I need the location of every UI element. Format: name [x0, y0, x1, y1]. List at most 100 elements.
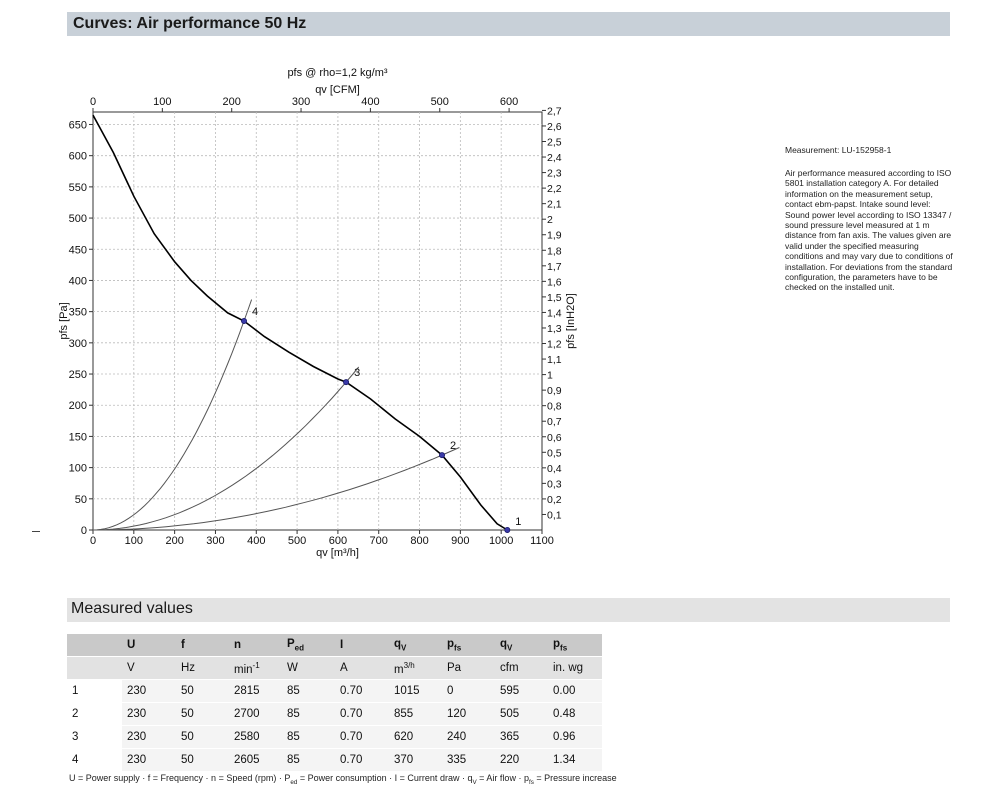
table-cell: 370	[389, 748, 442, 772]
measurement-note: Air performance measured according to IS…	[785, 168, 953, 293]
measurement-id: Measurement: LU-152958-1	[785, 145, 892, 155]
x-tick-label: 800	[410, 535, 428, 547]
table-cell: 335	[442, 748, 495, 772]
measured-values-banner: Measured values	[67, 598, 950, 622]
table-cell: 50	[176, 702, 229, 726]
y-tick-label: 250	[69, 369, 87, 381]
table-cell: 230	[122, 725, 176, 749]
table-cell: 505	[495, 702, 548, 726]
y-axis-label-right: pfs [InH2O]	[565, 293, 577, 349]
right-tick-label: 2,7	[547, 105, 562, 117]
right-tick-label: 0,4	[547, 463, 562, 475]
right-tick-label: 2,6	[547, 121, 562, 133]
table-cell: pfs	[442, 634, 495, 657]
table-cell: 240	[442, 725, 495, 749]
right-tick-label: 0,1	[547, 509, 562, 521]
abbreviation-legend: U = Power supply · f = Frequency · n = S…	[69, 773, 617, 786]
x-axis-label-bottom: qv [m³/h]	[316, 547, 359, 559]
table-cell: Pa	[442, 656, 495, 680]
table-cell: 50	[176, 725, 229, 749]
table-cell: 855	[389, 702, 442, 726]
table-cell: 50	[176, 748, 229, 772]
y-tick-label: 100	[69, 463, 87, 475]
y-tick-label: 50	[75, 494, 87, 506]
operating-point-3	[343, 379, 350, 386]
right-tick-label: 0,8	[547, 401, 562, 413]
right-tick-label: 1,3	[547, 323, 562, 335]
y-axis-label-left: pfs [Pa]	[58, 302, 70, 339]
table-cell: qV	[495, 634, 548, 657]
table-cell: in. wg	[548, 656, 602, 680]
x-tick-label: 500	[288, 535, 306, 547]
operating-point-2	[438, 452, 445, 459]
right-tick-label: 0,7	[547, 416, 562, 428]
table-cell: 85	[282, 725, 335, 749]
y-tick-label: 600	[69, 151, 87, 163]
table-cell: 0.70	[335, 702, 389, 726]
right-tick-label: 2	[547, 214, 553, 226]
performance-chart: 0 100 200 300 400 500 600 700 800 900 1000 11000501…	[58, 67, 577, 559]
table-cell: m3/h	[389, 656, 442, 680]
right-tick-label: 1,2	[547, 339, 562, 351]
right-tick-label: 2,2	[547, 183, 562, 195]
table-cell: 2580	[229, 725, 282, 749]
top-tick-label: 500	[431, 96, 449, 108]
system-curve-2	[92, 447, 460, 531]
x-tick-label: 600	[329, 535, 347, 547]
y-tick-label: 650	[69, 119, 87, 131]
right-tick-label: 2,5	[547, 136, 562, 148]
table-cell: 0	[442, 679, 495, 703]
system-curve-3	[92, 366, 360, 531]
table-cell: pfs	[548, 634, 602, 657]
table-cell: cfm	[495, 656, 548, 680]
table-cell: V	[122, 656, 176, 680]
right-tick-label: 1,9	[547, 230, 562, 242]
top-tick-label: 300	[292, 96, 310, 108]
top-tick-label: 400	[361, 96, 379, 108]
chart-title: pfs @ rho=1,2 kg/m³	[287, 67, 387, 79]
table-cell: 2815	[229, 679, 282, 703]
y-tick-label: 350	[69, 307, 87, 319]
table-cell: 1015	[389, 679, 442, 703]
table-cell: qV	[389, 634, 442, 657]
table-row: 3 230 50 2580 85 0.70 620 240 365 0.96	[67, 725, 602, 749]
right-tick-label: 0,2	[547, 494, 562, 506]
table-cell: W	[282, 656, 335, 680]
table-cell: 230	[122, 702, 176, 726]
table-cell: f	[176, 634, 229, 657]
x-tick-label: 1000	[489, 535, 513, 547]
table-cell: U	[122, 634, 176, 657]
top-tick-label: 200	[223, 96, 241, 108]
table-cell: 85	[282, 679, 335, 703]
table-cell: 0.70	[335, 725, 389, 749]
top-tick-label: 100	[153, 96, 171, 108]
operating-point-label-1: 1	[515, 516, 521, 528]
right-tick-label: 0,3	[547, 478, 562, 490]
table-row: 1 230 50 2815 85 0.70 1015 0 595 0.00	[67, 679, 602, 703]
right-tick-label: 0,5	[547, 447, 562, 459]
table-cell: 0.00	[548, 679, 602, 703]
table-cell	[67, 634, 122, 657]
table-cell: 0.48	[548, 702, 602, 726]
table-cell: 1.34	[548, 748, 602, 772]
table-cell: 120	[442, 702, 495, 726]
right-tick-label: 1,5	[547, 292, 562, 304]
right-tick-label: 0,6	[547, 432, 562, 444]
table-row: 4 230 50 2605 85 0.70 370 335 220 1.34	[67, 748, 602, 772]
top-tick-label: 0	[90, 96, 96, 108]
table-cell: Ped	[282, 634, 335, 657]
table-cell: I	[335, 634, 389, 657]
x-tick-label: 100	[125, 535, 143, 547]
table-cell: 0.70	[335, 679, 389, 703]
table-cell: Hz	[176, 656, 229, 680]
right-tick-label: 2,4	[547, 152, 562, 164]
table-cell: 2700	[229, 702, 282, 726]
operating-point-label-2: 2	[450, 440, 456, 452]
table-cell: 1	[67, 679, 122, 703]
right-tick-label: 1	[547, 370, 553, 382]
table-cell: 220	[495, 748, 548, 772]
right-tick-label: 1,1	[547, 354, 562, 366]
